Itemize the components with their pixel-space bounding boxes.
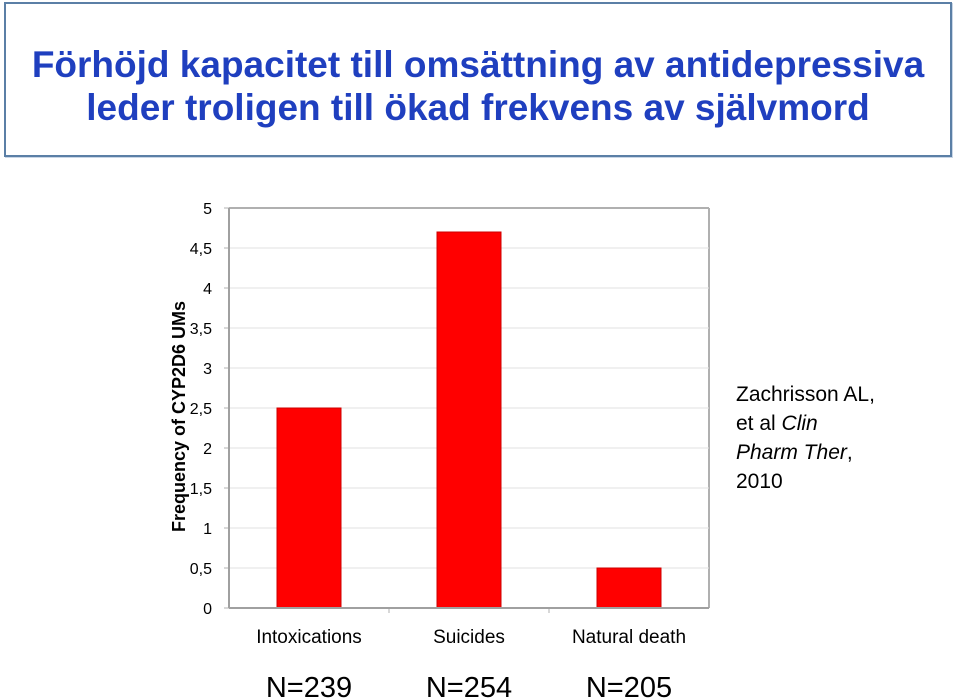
y-tick-label: 0 [203, 601, 212, 618]
x-tick-label: Natural death [572, 627, 686, 648]
citation-line-2-prefix: et al [736, 412, 782, 435]
y-tick-label: 2 [203, 441, 212, 458]
x-tick-label: Intoxications [256, 627, 362, 648]
citation: Zachrisson AL, et al Clin Pharm Ther, 20… [736, 380, 936, 496]
y-tick-label: 5 [203, 201, 212, 218]
y-tick-label: 1 [203, 521, 212, 538]
citation-line-2: et al Clin [736, 409, 936, 438]
sample-size-label: N=205 [586, 672, 672, 700]
citation-year: 2010 [736, 470, 783, 493]
y-tick-label: 3,5 [190, 321, 212, 338]
bar [276, 407, 342, 609]
y-tick-label: 3 [203, 361, 212, 378]
title-line-2: leder troligen till ökad frekvens av sjä… [86, 87, 870, 128]
citation-journal-part-2: Pharm Ther [736, 441, 847, 464]
y-tick-label: 4,5 [190, 241, 212, 258]
citation-line-3: Pharm Ther, [736, 438, 936, 467]
citation-line-3-suffix: , [846, 441, 853, 464]
x-tick-label: Suicides [433, 627, 505, 648]
y-tick-label: 1,5 [190, 481, 212, 498]
title-box: Förhöjd kapacitet till omsättning av ant… [4, 2, 952, 157]
y-tick-label: 2,5 [190, 401, 212, 418]
bar [596, 567, 662, 609]
citation-journal-part-1: Clin [781, 412, 818, 435]
citation-line-1: Zachrisson AL, [736, 383, 875, 406]
y-tick-label: 0,5 [190, 561, 212, 578]
title-line-1: Förhöjd kapacitet till omsättning av ant… [31, 44, 925, 85]
y-tick-label: 4 [203, 281, 212, 298]
bar [436, 231, 502, 609]
sample-size-label: N=254 [426, 672, 512, 700]
sample-size-label: N=239 [266, 672, 352, 700]
